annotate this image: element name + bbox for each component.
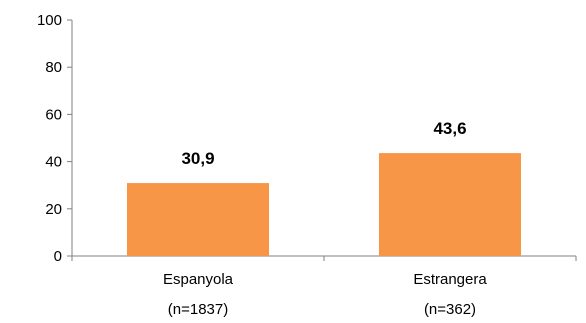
bar-espanyola: [127, 183, 269, 256]
y-tick-label: 20: [45, 201, 62, 218]
category-labels: Espanyola (n=1837) Estrangera (n=362): [163, 271, 487, 318]
x-axis-ticks: [71, 256, 577, 261]
y-tick-label: 100: [37, 12, 62, 29]
y-tick-label: 40: [45, 154, 62, 171]
bars: [127, 153, 521, 256]
bar-estrangera: [379, 153, 521, 256]
data-label: 30,9: [181, 149, 214, 168]
category-label: Espanyola: [163, 271, 234, 288]
y-tick-label: 80: [45, 59, 62, 76]
category-count: (n=362): [424, 301, 476, 318]
data-label: 43,6: [433, 119, 466, 138]
data-labels: 30,9 43,6: [181, 119, 466, 168]
y-axis-ticks: 0 20 40 60 80 100: [37, 12, 72, 265]
y-tick-label: 60: [45, 106, 62, 123]
category-count: (n=1837): [168, 301, 228, 318]
category-label: Estrangera: [413, 271, 487, 288]
y-tick-label: 0: [54, 248, 62, 265]
